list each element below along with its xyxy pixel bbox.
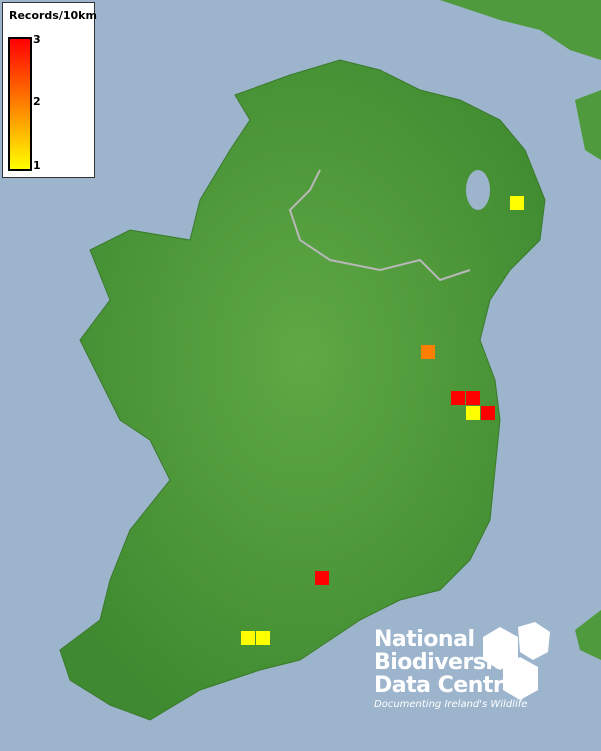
logo-hexagons-icon	[483, 622, 550, 700]
logo-line3: Data Centre	[374, 673, 518, 698]
logo-line1: National	[374, 627, 475, 652]
record-square[interactable]	[315, 571, 329, 585]
record-square[interactable]	[510, 196, 524, 210]
record-square[interactable]	[241, 631, 255, 645]
scotland-island	[575, 90, 601, 160]
record-square[interactable]	[451, 391, 465, 405]
nbdc-logo: National Biodiversity Data Centre Docume…	[374, 628, 527, 710]
logo-tagline: Documenting Ireland's Wildlife	[374, 699, 528, 710]
scotland-landmass	[440, 0, 601, 60]
ireland-landmass	[59, 59, 546, 721]
record-square[interactable]	[421, 345, 435, 359]
ni-border	[288, 169, 471, 282]
record-square[interactable]	[481, 406, 495, 420]
wales-landmass	[575, 610, 601, 660]
legend-mid-label: 2	[33, 95, 41, 108]
record-square[interactable]	[466, 391, 480, 405]
record-square[interactable]	[256, 631, 270, 645]
legend: Records/10km 3 2 1	[2, 2, 97, 178]
logo-line2: Biodiversity	[374, 650, 517, 675]
legend-max-label: 3	[33, 33, 41, 46]
record-square[interactable]	[466, 406, 480, 420]
legend-min-label: 1	[33, 159, 41, 172]
legend-color-bar	[8, 37, 32, 171]
legend-title: Records/10km	[9, 9, 97, 22]
lough-neagh	[466, 170, 490, 210]
